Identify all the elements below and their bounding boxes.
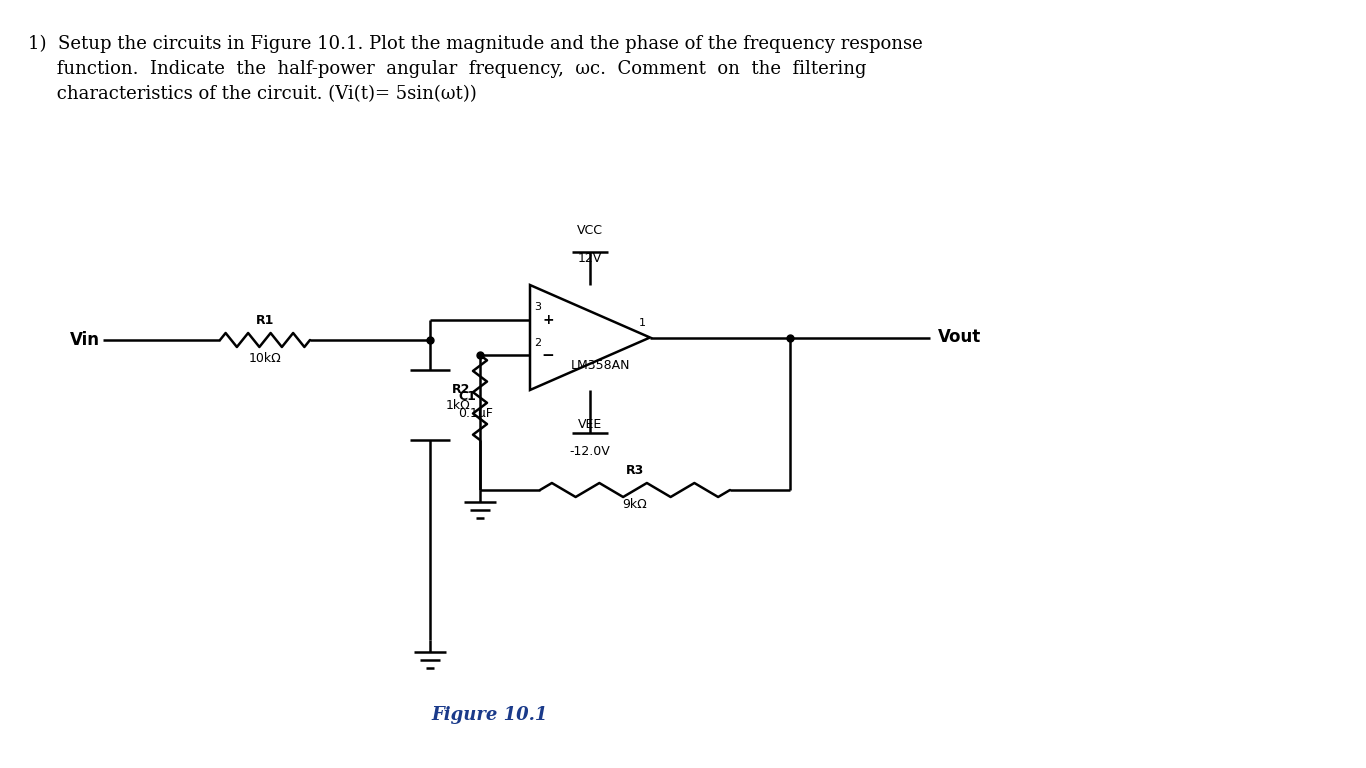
- Text: +: +: [542, 313, 553, 327]
- Text: VCC: VCC: [576, 224, 602, 237]
- Text: C1: C1: [458, 390, 475, 403]
- Text: 2: 2: [534, 338, 541, 348]
- Text: 10kΩ: 10kΩ: [249, 352, 281, 365]
- Text: function.  Indicate  the  half-power  angular  frequency,  ωc.  Comment  on  the: function. Indicate the half-power angula…: [27, 60, 866, 78]
- Text: 1kΩ: 1kΩ: [445, 399, 470, 412]
- Text: R1: R1: [255, 313, 275, 326]
- Text: -12.0V: -12.0V: [570, 445, 611, 458]
- Text: LM358AN: LM358AN: [570, 359, 630, 372]
- Text: R3: R3: [626, 464, 645, 476]
- Text: 1: 1: [638, 319, 646, 329]
- Text: −: −: [542, 347, 555, 362]
- Text: Vin: Vin: [70, 331, 100, 349]
- Text: 1)  Setup the circuits in Figure 10.1. Plot the magnitude and the phase of the f: 1) Setup the circuits in Figure 10.1. Pl…: [27, 35, 923, 53]
- Text: 3: 3: [534, 302, 541, 312]
- Text: characteristics of the circuit. (Vi(t)= 5sin(ωt)): characteristics of the circuit. (Vi(t)= …: [27, 85, 477, 103]
- Text: Figure 10.1: Figure 10.1: [432, 706, 548, 724]
- Text: 9kΩ: 9kΩ: [623, 498, 647, 511]
- Text: 12V: 12V: [578, 252, 602, 265]
- Text: VEE: VEE: [578, 418, 602, 431]
- Text: R2: R2: [452, 383, 470, 396]
- Text: 0.1μF: 0.1μF: [458, 406, 493, 419]
- Text: Vout: Vout: [938, 329, 981, 346]
